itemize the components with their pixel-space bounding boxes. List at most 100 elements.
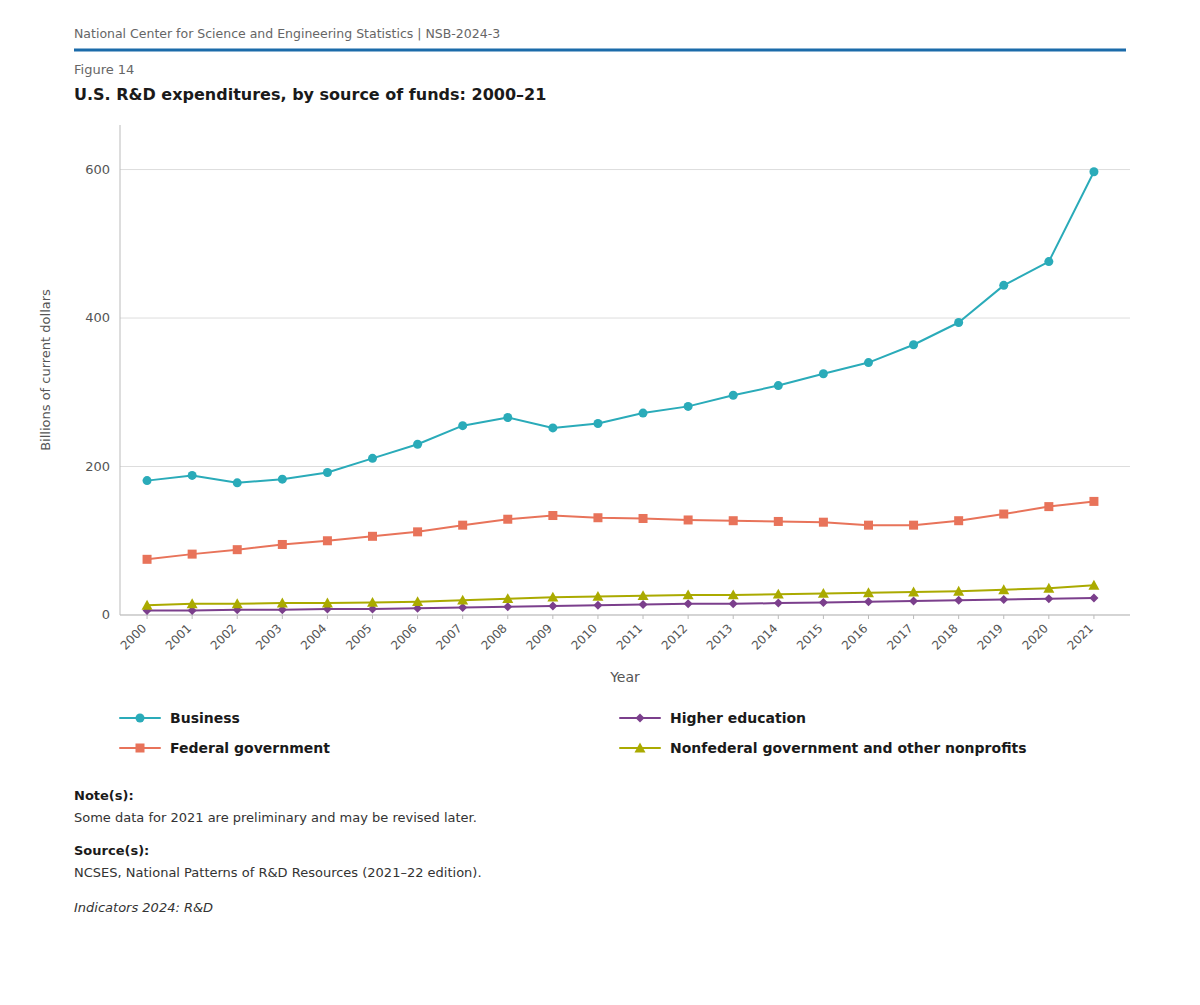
x-tick-label: 2011	[614, 621, 645, 652]
data-point	[1043, 583, 1054, 593]
data-point	[503, 413, 512, 422]
data-point	[819, 518, 828, 527]
series-line	[147, 598, 1094, 611]
data-point	[1089, 497, 1098, 506]
y-axis-line	[120, 125, 121, 615]
x-tick	[1093, 615, 1094, 619]
data-point	[1044, 594, 1053, 603]
x-tick	[552, 615, 553, 619]
data-point	[1044, 257, 1053, 266]
footer-italic: Indicators 2024: R&D	[74, 900, 213, 915]
header-rule	[74, 49, 1126, 52]
x-tick-label: 2012	[659, 621, 690, 652]
x-axis-line	[120, 615, 1130, 616]
grid-line	[120, 318, 1130, 319]
data-point	[864, 521, 873, 530]
x-tick-label: 2016	[839, 621, 870, 652]
data-point	[548, 423, 557, 432]
legend-marker	[636, 714, 645, 723]
notes-text: Some data for 2021 are preliminary and m…	[74, 810, 477, 825]
x-tick	[1048, 615, 1049, 619]
x-tick-label: 2014	[749, 621, 780, 652]
data-point	[188, 550, 197, 559]
data-point	[999, 510, 1008, 519]
data-point	[774, 517, 783, 526]
chart: National Center for Science and Engineer…	[0, 0, 1200, 1005]
x-tick-label: 2019	[974, 621, 1005, 652]
grid-line	[120, 466, 1130, 467]
x-tick	[733, 615, 734, 619]
data-point	[593, 601, 602, 610]
data-point	[864, 597, 873, 606]
x-tick-label: 2017	[884, 621, 915, 652]
data-point	[592, 591, 603, 601]
data-point	[909, 596, 918, 605]
data-point	[232, 598, 243, 608]
data-point	[909, 340, 918, 349]
data-point	[503, 515, 512, 524]
sources-label: Source(s):	[74, 843, 149, 858]
data-point	[999, 595, 1008, 604]
title: U.S. R&D expenditures, by source of fund…	[74, 85, 546, 104]
legend-marker	[136, 744, 145, 753]
data-point	[593, 513, 602, 522]
data-point	[323, 468, 332, 477]
data-point	[1044, 502, 1053, 511]
figure-label: Figure 14	[74, 62, 134, 77]
data-point	[367, 597, 378, 607]
data-point	[954, 516, 963, 525]
data-point	[187, 598, 198, 608]
data-point	[684, 402, 693, 411]
data-point	[953, 586, 964, 596]
data-point	[728, 589, 739, 599]
x-tick	[327, 615, 328, 619]
data-point	[547, 592, 558, 602]
data-point	[368, 532, 377, 541]
legend-marker	[136, 714, 145, 723]
data-point	[729, 599, 738, 608]
x-tick	[643, 615, 644, 619]
x-tick	[958, 615, 959, 619]
data-point	[863, 587, 874, 597]
x-tick-label: 2008	[478, 621, 509, 652]
data-point	[954, 318, 963, 327]
notes-label: Note(s):	[74, 788, 134, 803]
x-tick-label: 2004	[298, 621, 329, 652]
data-point	[639, 600, 648, 609]
data-point	[502, 593, 513, 603]
x-tick-label: 2018	[929, 621, 960, 652]
data-point	[143, 476, 152, 485]
x-tick-label: 2003	[253, 621, 284, 652]
data-point	[639, 514, 648, 523]
legend: BusinessFederal governmentHigher educati…	[120, 710, 1027, 756]
data-point	[413, 440, 422, 449]
data-point	[278, 540, 287, 549]
x-tick	[147, 615, 148, 619]
data-point	[683, 589, 694, 599]
data-point	[277, 598, 288, 608]
data-point	[278, 475, 287, 484]
x-tick	[868, 615, 869, 619]
data-point	[864, 358, 873, 367]
grid-line	[120, 169, 1130, 170]
data-point	[954, 596, 963, 605]
data-point	[729, 391, 738, 400]
data-point	[233, 545, 242, 554]
y-tick-label: 600	[85, 162, 110, 177]
data-point	[1088, 580, 1099, 590]
data-point	[639, 409, 648, 418]
x-tick-label: 2007	[433, 621, 464, 652]
data-point	[818, 588, 829, 598]
legend-label: Federal government	[170, 740, 330, 756]
background	[0, 0, 1200, 1005]
x-tick-label: 2015	[794, 621, 825, 652]
y-tick-label: 400	[85, 310, 110, 325]
data-point	[999, 281, 1008, 290]
data-point	[457, 595, 468, 605]
data-point	[323, 536, 332, 545]
data-point	[819, 369, 828, 378]
data-point	[412, 596, 423, 606]
grid	[120, 170, 1130, 615]
data-point	[368, 454, 377, 463]
x-axis-label: Year	[609, 669, 640, 685]
